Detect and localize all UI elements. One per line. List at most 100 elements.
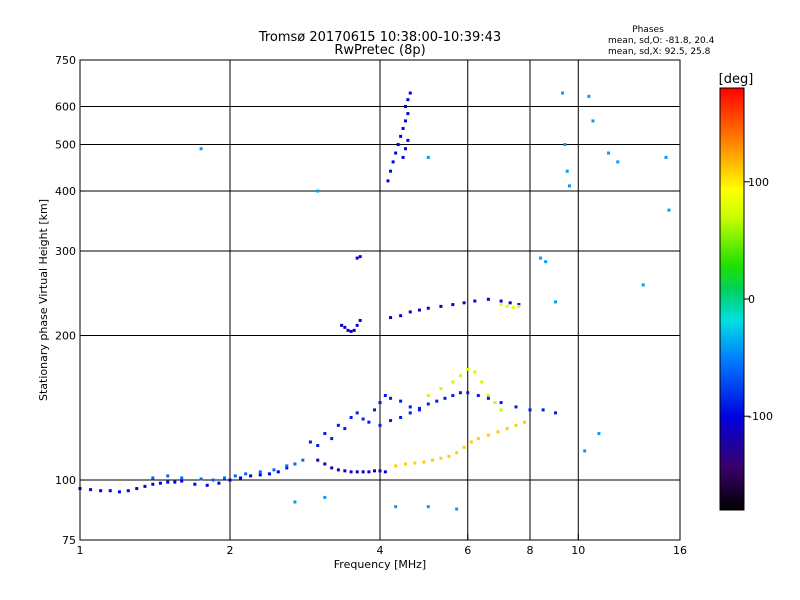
data-point xyxy=(394,464,398,468)
data-point xyxy=(443,396,447,400)
data-point xyxy=(205,483,209,487)
data-point xyxy=(346,328,350,332)
data-point xyxy=(486,297,490,301)
data-point xyxy=(233,474,237,478)
data-point xyxy=(151,476,155,480)
data-point xyxy=(166,474,170,478)
data-point xyxy=(199,147,203,151)
y-tick-label: 400 xyxy=(55,185,76,198)
data-point xyxy=(249,474,253,478)
data-point xyxy=(517,303,521,307)
data-point xyxy=(151,482,155,486)
data-point xyxy=(285,466,289,470)
data-point xyxy=(511,305,515,309)
data-point xyxy=(399,415,403,419)
data-point xyxy=(401,126,405,130)
data-point xyxy=(272,468,276,472)
colorbar-tick-label: 100 xyxy=(748,176,769,189)
data-point xyxy=(349,470,353,474)
x-tick-label: 6 xyxy=(464,544,471,557)
data-point xyxy=(505,427,509,431)
data-point xyxy=(358,318,362,322)
x-tick-label: 16 xyxy=(673,544,687,557)
data-point xyxy=(539,256,543,260)
data-point xyxy=(244,472,248,476)
data-point xyxy=(373,469,377,473)
y-tick-label: 750 xyxy=(55,54,76,67)
data-point xyxy=(389,396,393,400)
data-point xyxy=(258,470,262,474)
x-tick-label: 8 xyxy=(527,544,534,557)
data-point xyxy=(422,460,426,464)
data-point xyxy=(523,420,527,424)
data-point xyxy=(553,300,557,304)
data-point xyxy=(439,456,443,460)
colorbar-label: [deg] xyxy=(719,72,754,87)
stats-line-x: mean, sd,X: 92.5, 25.8 xyxy=(608,47,711,57)
data-point xyxy=(401,155,405,159)
data-point xyxy=(361,417,365,421)
data-point xyxy=(301,458,305,462)
data-point xyxy=(143,484,147,488)
data-point xyxy=(276,470,280,474)
data-point xyxy=(403,105,407,109)
data-point xyxy=(544,260,548,264)
colorbar-tick-label: 0 xyxy=(748,293,755,306)
data-point xyxy=(499,408,503,412)
data-point xyxy=(426,155,430,159)
data-point xyxy=(389,419,393,423)
data-point xyxy=(340,323,344,327)
data-point xyxy=(664,155,668,159)
data-point xyxy=(426,402,430,406)
data-point xyxy=(505,304,509,308)
data-point xyxy=(493,401,497,405)
colorbar-tick-label: -100 xyxy=(748,410,773,423)
data-point xyxy=(355,411,359,415)
y-axis-label: Stationary phase Virtual Height [km] xyxy=(37,199,50,401)
data-point xyxy=(563,143,567,147)
data-point xyxy=(211,478,215,482)
data-point xyxy=(378,423,382,427)
data-point xyxy=(386,179,390,183)
y-tick-label: 75 xyxy=(62,534,76,547)
x-tick-label: 1 xyxy=(77,544,84,557)
data-point xyxy=(352,328,356,332)
data-point xyxy=(561,91,565,95)
data-point xyxy=(408,405,412,409)
data-point xyxy=(476,394,480,398)
data-point xyxy=(358,255,362,259)
data-point xyxy=(199,477,203,481)
data-point xyxy=(355,256,359,260)
data-point xyxy=(389,169,393,173)
data-point xyxy=(473,370,477,374)
data-point xyxy=(343,325,347,329)
data-point xyxy=(413,461,417,465)
data-point xyxy=(426,394,430,398)
data-point xyxy=(323,495,327,499)
data-point xyxy=(439,304,443,308)
data-point xyxy=(466,367,470,371)
y-tick-label: 600 xyxy=(55,101,76,114)
stats-line-o: mean, sd,O: -81.8, 20.4 xyxy=(608,36,715,46)
data-point xyxy=(486,396,490,400)
data-point xyxy=(466,391,470,395)
data-point xyxy=(361,470,365,474)
data-point xyxy=(316,189,320,193)
data-point xyxy=(458,391,462,395)
data-point xyxy=(336,468,340,472)
data-point xyxy=(239,476,243,480)
data-point xyxy=(514,423,518,427)
data-point xyxy=(99,489,103,493)
data-point xyxy=(383,394,387,398)
data-point xyxy=(514,405,518,409)
data-point xyxy=(403,462,407,466)
data-point xyxy=(399,399,403,403)
data-point xyxy=(447,454,451,458)
data-point xyxy=(462,445,466,449)
data-point xyxy=(508,301,512,305)
data-point xyxy=(565,169,569,173)
data-point xyxy=(591,119,595,123)
data-point xyxy=(517,304,521,308)
data-point xyxy=(343,469,347,473)
